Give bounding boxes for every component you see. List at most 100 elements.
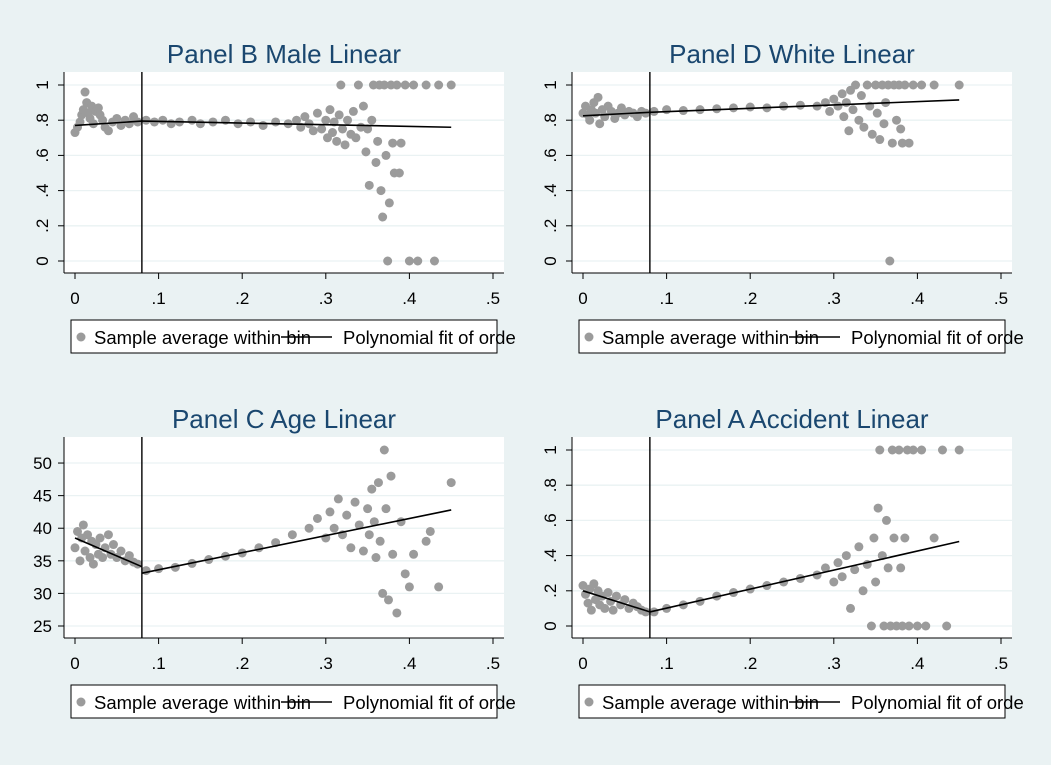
plot-area: [572, 72, 1012, 273]
fit-line: [141, 509, 452, 574]
data-point: [908, 445, 918, 455]
data-point: [304, 523, 314, 533]
data-point: [929, 533, 939, 543]
data-point: [873, 503, 883, 513]
y-tick-label: .6: [33, 148, 52, 162]
data-point: [900, 80, 910, 90]
y-tick-label: 1: [33, 80, 52, 89]
y-tick-label: 35: [33, 552, 52, 571]
x-tick-label: .4: [910, 289, 924, 308]
legend-marker-icon: [584, 332, 594, 342]
x-tick-label: .2: [743, 289, 757, 308]
x-tick-label: .5: [994, 654, 1008, 673]
legend-label: Sample average within bin: [602, 327, 819, 348]
data-point: [379, 80, 389, 90]
y-tick-label: .8: [541, 478, 560, 492]
chart-svg-age: Panel C Age Linear 25 30 35 40 45 50 0 .1 .2 .3 .4.…: [33, 404, 516, 719]
x-tick-label: .5: [486, 289, 500, 308]
data-point: [388, 549, 398, 559]
data-point: [446, 80, 456, 90]
data-point: [833, 558, 843, 568]
data-point: [616, 103, 626, 113]
data-point: [394, 168, 404, 178]
data-point: [338, 124, 348, 134]
data-point: [887, 138, 897, 148]
data-point: [369, 517, 379, 527]
data-point: [312, 108, 322, 118]
data-point: [856, 91, 866, 101]
data-point: [381, 150, 391, 160]
data-point: [917, 445, 927, 455]
data-point: [98, 553, 108, 563]
data-point: [350, 497, 360, 507]
data-point: [332, 136, 342, 146]
x-tick-label: .3: [319, 289, 333, 308]
data-point: [872, 108, 882, 118]
data-point: [287, 530, 297, 540]
data-point: [195, 119, 205, 129]
x-tick-label: .4: [402, 654, 416, 673]
data-point: [600, 603, 610, 613]
data-point: [421, 536, 431, 546]
data-point: [364, 180, 374, 190]
data-point: [73, 526, 83, 536]
legend-marker-icon: [76, 332, 86, 342]
y-tick-label: .4: [541, 549, 560, 563]
data-point: [879, 119, 889, 129]
data-point: [837, 572, 847, 582]
data-point: [246, 117, 256, 127]
data-point: [841, 98, 851, 108]
data-point: [879, 621, 889, 631]
y-tick-label: 30: [33, 584, 52, 603]
data-point: [896, 563, 906, 573]
fit-line: [582, 111, 650, 117]
legend: Sample average within bin Polynomial fit …: [70, 684, 516, 719]
data-point: [854, 115, 864, 125]
x-tick-label: .1: [152, 654, 166, 673]
data-point: [586, 605, 596, 615]
data-point: [404, 582, 414, 592]
data-point: [409, 80, 419, 90]
data-point: [833, 101, 843, 111]
x-tick-label: .1: [660, 289, 674, 308]
x-tick-label: .4: [402, 289, 416, 308]
data-point: [889, 533, 899, 543]
chart-title: Panel C Age Linear: [172, 404, 396, 434]
data-point: [346, 543, 356, 553]
chart-svg-white: Panel D White Linear 0 .2 .4 .6 .8 1 0 .1 .2 .3 .4.…: [541, 39, 1030, 354]
data-point: [340, 140, 350, 150]
data-point: [896, 124, 906, 134]
x-tick-label: .2: [743, 654, 757, 673]
data-point: [376, 186, 386, 196]
data-point: [327, 128, 337, 138]
data-point: [421, 80, 431, 90]
legend-marker-icon: [76, 697, 86, 707]
y-tick-label: 25: [33, 617, 52, 636]
y-tick-label: 0: [541, 621, 560, 630]
data-point: [348, 106, 358, 116]
x-tick-label: 0: [70, 654, 79, 673]
y-tick-label: 1: [541, 80, 560, 89]
data-point: [620, 595, 630, 605]
data-point: [112, 113, 122, 123]
data-point: [342, 510, 352, 520]
data-point: [585, 115, 595, 125]
data-point: [158, 115, 168, 125]
data-point: [98, 115, 108, 125]
panel-accident: Panel A Accident Linear 0 .2 .4 .6 .8 1 0 .1 .2 .3…: [508, 365, 1030, 735]
data-point: [942, 621, 952, 631]
fit-line: [74, 120, 142, 127]
data-point: [292, 115, 302, 125]
data-point: [383, 256, 393, 266]
data-point: [103, 126, 113, 136]
x-tick-label: .1: [660, 654, 674, 673]
data-point: [894, 445, 904, 455]
legend-marker-icon: [584, 697, 594, 707]
data-point: [583, 598, 593, 608]
data-point: [116, 546, 126, 556]
chart-svg-male: Panel B Male Linear 0 .2 .4 .6 .8 1 0 .1 .2 .3 .4 .5…: [33, 39, 516, 354]
data-point: [258, 120, 268, 130]
legend-label: Polynomial fit of order: [851, 327, 1023, 348]
data-point: [381, 504, 391, 514]
